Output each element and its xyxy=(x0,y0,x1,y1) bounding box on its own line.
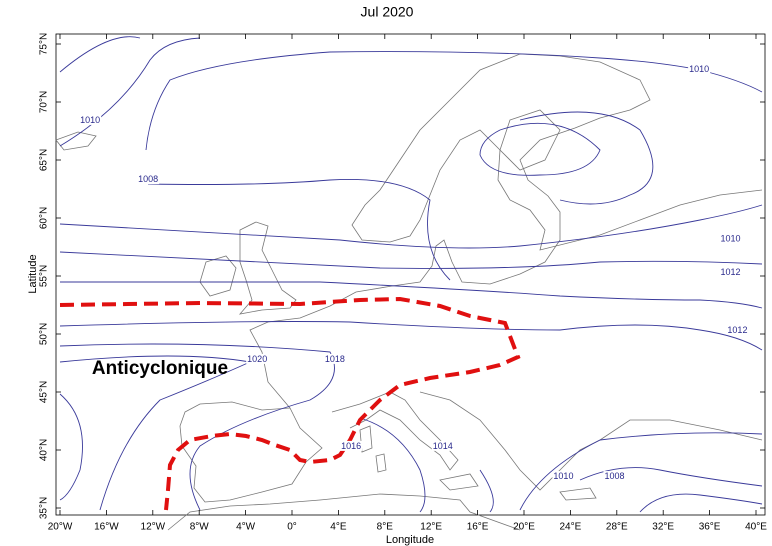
contour-label: 1018 xyxy=(325,354,345,364)
contour-label: 1010 xyxy=(553,471,573,481)
ireland xyxy=(199,255,237,297)
contour-label: 1014 xyxy=(433,441,453,451)
contour-label-bg xyxy=(688,63,711,74)
x-tick-label: 24°E xyxy=(560,522,582,533)
isobar xyxy=(59,321,763,351)
iberia xyxy=(179,401,323,503)
contour-label-bg xyxy=(79,114,102,125)
isobar xyxy=(59,355,252,511)
ridge-line xyxy=(59,296,521,511)
contour-label: 1010 xyxy=(720,233,740,243)
annotation: Anticyclonique xyxy=(92,358,228,379)
y-tick-label: 60°N xyxy=(39,207,50,229)
contour-label-bg xyxy=(552,471,575,482)
x-tick-label: 12°E xyxy=(420,522,442,533)
contour-label-bg xyxy=(603,471,626,482)
contour-label: 1008 xyxy=(604,471,624,481)
x-tick-label: 8°E xyxy=(377,522,394,533)
x-tick-label: 8°W xyxy=(190,522,210,533)
x-tick-label: 12°W xyxy=(141,522,166,533)
contour-label: 1010 xyxy=(689,64,709,74)
contour-label: 1020 xyxy=(247,354,267,364)
contour-label: 1008 xyxy=(138,174,158,184)
italy-balkans xyxy=(331,391,763,491)
contour-label-bg xyxy=(719,266,742,277)
contour-label-bg xyxy=(323,353,346,364)
islands xyxy=(359,109,597,501)
isobar xyxy=(59,36,141,73)
contour-label-bg xyxy=(431,440,454,451)
isobar xyxy=(59,281,763,309)
x-tick-label: 16°E xyxy=(467,522,489,533)
y-axis-label: Latitude xyxy=(27,254,39,293)
isobar xyxy=(59,343,335,511)
contour-label: 1010 xyxy=(80,115,100,125)
contour-label: 1012 xyxy=(720,267,740,277)
isobar xyxy=(59,393,83,501)
x-tick-label: 16°W xyxy=(94,522,119,533)
contour-label-bg xyxy=(246,353,269,364)
x-tick-label: 40°E xyxy=(745,522,767,533)
isobar xyxy=(145,51,763,151)
contour-label: 1012 xyxy=(727,325,747,335)
x-tick-label: 4°E xyxy=(330,522,347,533)
y-tick-label: 45°N xyxy=(39,381,50,403)
africa xyxy=(167,493,521,531)
contour-label-bg xyxy=(719,233,742,244)
x-axis-label: Longitude xyxy=(386,534,434,546)
y-tick-label: 35°N xyxy=(39,497,50,519)
contour-label-bg xyxy=(137,174,160,185)
x-tick-label: 4°W xyxy=(236,522,256,533)
y-tick-label: 65°N xyxy=(39,149,50,171)
x-tick-label: 36°E xyxy=(699,522,721,533)
y-tick-label: 40°N xyxy=(39,439,50,461)
iceland xyxy=(55,131,97,151)
y-tick-label: 70°N xyxy=(39,91,50,113)
x-tick-label: 0° xyxy=(287,522,297,533)
x-tick-label: 28°E xyxy=(606,522,628,533)
y-tick-label: 75°N xyxy=(39,33,50,55)
isobar xyxy=(479,122,601,176)
isobar xyxy=(147,179,451,281)
x-tick-label: 32°E xyxy=(652,522,674,533)
x-tick-label: 20°W xyxy=(48,522,73,533)
map-title: Jul 2020 xyxy=(361,4,414,20)
isobar xyxy=(359,417,426,513)
isobar xyxy=(519,111,654,205)
isobar xyxy=(59,37,201,147)
contour-label-bg xyxy=(340,440,363,451)
y-tick-label: 50°N xyxy=(39,323,50,345)
isobar xyxy=(479,432,763,513)
mainland xyxy=(249,53,763,409)
isobars xyxy=(59,36,763,513)
isobar xyxy=(59,251,763,269)
x-tick-label: 20°E xyxy=(513,522,535,533)
contour-label: 1016 xyxy=(341,441,361,451)
map-frame xyxy=(55,33,766,516)
contour-label-bg xyxy=(726,324,749,335)
y-tick-label: 55°N xyxy=(39,265,50,287)
isobar xyxy=(59,204,763,249)
coastlines xyxy=(55,53,763,531)
